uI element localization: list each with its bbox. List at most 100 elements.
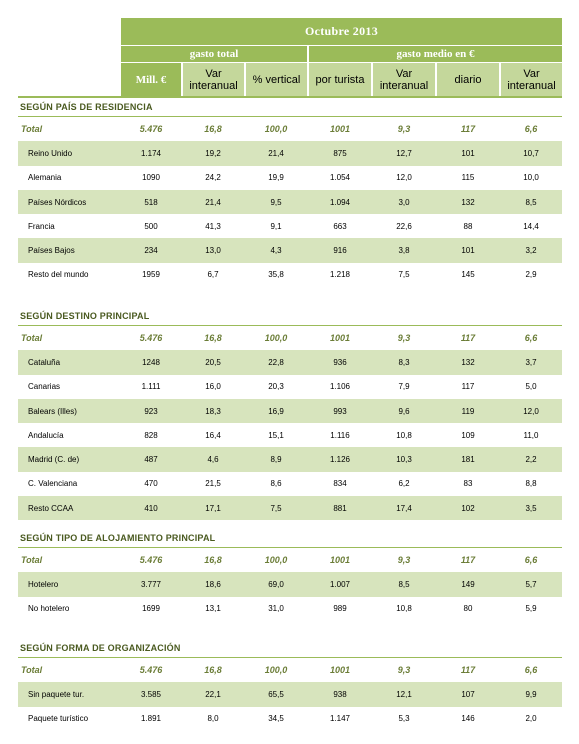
cell-value: 1001 xyxy=(329,124,351,135)
cell-value: 41,3 xyxy=(205,221,221,231)
cell-value: 10,3 xyxy=(396,455,412,465)
cell-value: 117 xyxy=(460,665,476,676)
cell-value: 4,3 xyxy=(270,246,282,256)
cell-value: 1001 xyxy=(329,333,351,344)
cell-value: 117 xyxy=(461,382,475,392)
cell-value: 7,9 xyxy=(398,382,410,392)
table-row: Resto CCAA 410 17,1 7,5 881 17,4 102 3,5 xyxy=(18,496,562,521)
column-header-mill: Mill. € xyxy=(121,63,181,96)
row-label: Hotelero xyxy=(28,579,59,589)
cell-value: 6,7 xyxy=(207,270,219,280)
cell-value: 18,3 xyxy=(205,406,221,416)
total-row: Total 5.476 16,8 100,0 1001 9,3 117 6,6 xyxy=(18,548,562,572)
cell-value: 10,7 xyxy=(523,148,539,158)
cell-value: 5,7 xyxy=(525,579,537,589)
cell-value: 21,4 xyxy=(205,197,221,207)
cell-value: 115 xyxy=(461,173,475,183)
cell-value: 13,1 xyxy=(205,604,221,614)
cell-value: 9,3 xyxy=(397,665,411,676)
column-header-var-interanual-diario: Var interanual xyxy=(501,63,562,96)
table-row: Resto del mundo 1959 6,7 35,8 1.218 7,5 145 2,9 xyxy=(18,263,562,287)
cell-value: 1090 xyxy=(142,173,160,183)
row-label: Balears (Illes) xyxy=(28,406,77,416)
cell-value: 17,1 xyxy=(205,503,221,513)
table-row: Madrid (C. de) 487 4,6 8,9 1.126 10,3 181 2,2 xyxy=(18,447,562,472)
cell-value: 69,0 xyxy=(268,579,284,589)
cell-value: 3,7 xyxy=(525,357,537,367)
cell-value: 8,0 xyxy=(207,714,219,724)
table-row: Paquete turístico 1.891 8,0 34,5 1.147 5,3 146… xyxy=(18,707,562,731)
cell-value: 117 xyxy=(460,333,476,344)
cell-value: 19,2 xyxy=(205,148,221,158)
column-header-diario: diario xyxy=(437,63,499,96)
cell-value: 6,2 xyxy=(398,479,410,489)
row-label: Resto CCAA xyxy=(28,503,74,513)
table-title: Octubre 2013 xyxy=(121,18,562,45)
cell-value: 14,4 xyxy=(523,221,539,231)
cell-value: 1.094 xyxy=(329,197,351,207)
cell-value: 470 xyxy=(144,479,158,489)
cell-value: 6,6 xyxy=(524,124,538,135)
cell-value: 1.106 xyxy=(329,382,351,392)
table-row: Países Nórdicos 518 21,4 9,5 1.094 3,0 132 8,5 xyxy=(18,189,562,215)
row-label: Países Nórdicos xyxy=(28,197,87,207)
cell-value: 5.476 xyxy=(139,333,163,344)
cell-value: 1.111 xyxy=(141,382,161,392)
cell-value: 16,8 xyxy=(204,665,222,676)
cell-value: 1.054 xyxy=(329,173,351,183)
cell-value: 20,3 xyxy=(268,382,284,392)
cell-value: 7,5 xyxy=(270,503,282,513)
section: SEGÚN PAÍS DE RESIDENCIA Total 5.476 16,8 10… xyxy=(18,100,562,287)
cell-value: 101 xyxy=(461,148,475,158)
row-label: Sin paquete tur. xyxy=(28,689,85,699)
row-label: Países Bajos xyxy=(28,246,75,256)
row-label: Canarias xyxy=(28,382,61,392)
cell-value: 234 xyxy=(144,246,158,256)
cell-value: 88 xyxy=(463,221,473,231)
section-title: SEGÚN FORMA DE ORGANIZACIÓN xyxy=(18,641,562,658)
cell-value: 663 xyxy=(333,221,347,231)
cell-value: 938 xyxy=(333,689,347,699)
cell-value: 5,0 xyxy=(525,382,537,392)
cell-value: 1.218 xyxy=(329,270,351,280)
cell-value: 109 xyxy=(461,430,475,440)
cell-value: 834 xyxy=(333,479,347,489)
cell-value: 5.476 xyxy=(139,555,163,566)
table-row: Reino Unido 1.174 19,2 21,4 875 12,7 101 10,7 xyxy=(18,141,562,166)
cell-value: 13,0 xyxy=(205,246,221,256)
section-title: SEGÚN TIPO DE ALOJAMIENTO PRINCIPAL xyxy=(18,531,562,548)
cell-value: 989 xyxy=(333,604,347,614)
cell-value: 101 xyxy=(461,246,475,256)
cell-value: 5,3 xyxy=(398,714,410,724)
cell-value: 2,9 xyxy=(525,270,537,280)
cell-value: 10,0 xyxy=(523,173,539,183)
group-header-gasto-total: gasto total xyxy=(121,46,307,62)
cell-value: 6,6 xyxy=(524,333,538,344)
cell-value: 16,9 xyxy=(268,406,284,416)
cell-value: 117 xyxy=(460,555,476,566)
cell-value: 828 xyxy=(144,430,158,440)
row-label: Madrid (C. de) xyxy=(28,455,80,465)
table-row: Balears (Illes) 923 18,3 16,9 993 9,6 119 12,0 xyxy=(18,398,562,424)
row-label: Paquete turístico xyxy=(28,714,89,724)
cell-value: 3,2 xyxy=(525,246,537,256)
cell-value: 83 xyxy=(463,479,473,489)
column-header-var-interanual-total: Var interanual xyxy=(183,63,244,96)
cell-value: 21,5 xyxy=(205,479,221,489)
cell-value: 3,0 xyxy=(398,197,410,207)
cell-value: 65,5 xyxy=(268,689,284,699)
table-row: Andalucía 828 16,4 15,1 1.116 10,8 109 11,0 xyxy=(18,423,562,447)
cell-value: 1001 xyxy=(329,555,351,566)
total-row: Total 5.476 16,8 100,0 1001 9,3 117 6,6 xyxy=(18,326,562,350)
cell-value: 2,2 xyxy=(525,455,537,465)
cell-value: 80 xyxy=(463,604,473,614)
cell-value: 1.126 xyxy=(329,455,351,465)
cell-value: 4,6 xyxy=(207,455,219,465)
cell-value: 3,8 xyxy=(398,246,410,256)
cell-value: 1959 xyxy=(142,270,160,280)
cell-value: 18,6 xyxy=(205,579,221,589)
table-row: Alemania 1090 24,2 19,9 1.054 12,0 115 10,0 xyxy=(18,166,562,190)
row-label: Total xyxy=(21,124,43,135)
cell-value: 100,0 xyxy=(264,665,288,676)
cell-value: 2,0 xyxy=(525,714,537,724)
